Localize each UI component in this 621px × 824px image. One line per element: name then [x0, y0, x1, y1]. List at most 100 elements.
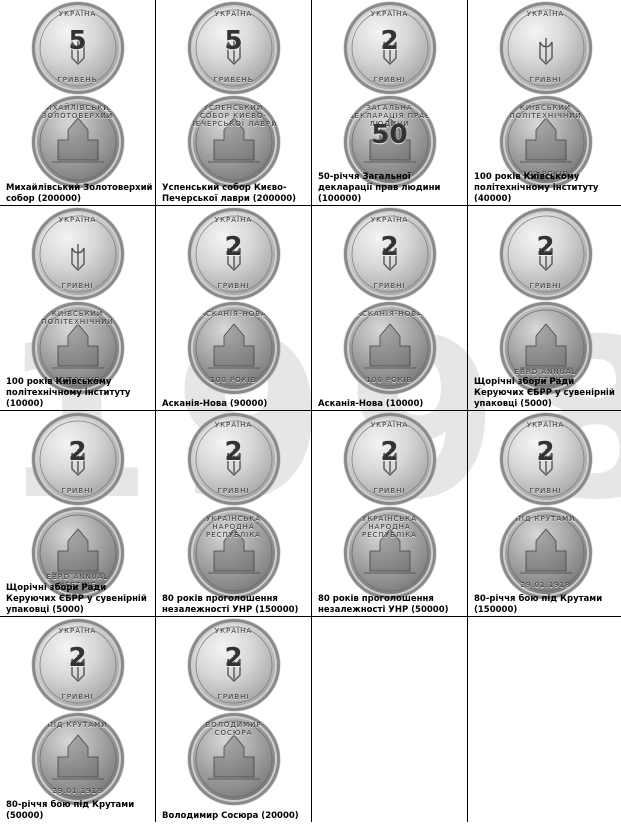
reverse-legend-top: ПІД КРУТАМИ	[500, 515, 592, 523]
grid-row: УКРАЇНА 2 ГРИВНІ ПІД КРУТАМИ 29.01.1918 …	[0, 617, 621, 823]
reverse-wrap: УСПЕНСЬКИЙ СОБОР КИЄВО-ПЕЧЕРСЬКОЇ ЛАВРИ	[156, 96, 311, 188]
coin-caption: Михайлівський Золотоверхий собор (200000…	[6, 183, 153, 205]
obverse-wrap: УКРАЇНА 2 ГРИВНІ	[0, 619, 155, 711]
obverse-legend-bottom: ГРИВНІ	[188, 487, 280, 495]
obverse-denomination: 2	[500, 232, 592, 262]
obverse-wrap: УКРАЇНА 2 ГРИВНІ	[468, 413, 621, 505]
coin-card: УКРАЇНА 5 ГРИВЕНЬ УСПЕНСЬКИЙ СОБОР КИЄВО…	[156, 2, 311, 207]
grid-cell: УКРАЇНА 5 ГРИВЕНЬ УСПЕНСЬКИЙ СОБОР КИЄВО…	[156, 0, 312, 206]
obverse-denomination: 5	[188, 26, 280, 56]
reverse-legend-top: ПІД КРУТАМИ	[32, 721, 124, 729]
coin-card: УКРАЇНА 2 ГРИВНІ УКРАЇНСЬКА НАРОДНА РЕСП…	[156, 413, 311, 618]
coin-caption: 80 років проголошення незалежності УНР (…	[318, 594, 465, 616]
obverse-wrap: УКРАЇНА 2 ГРИВНІ	[312, 413, 467, 505]
coin-caption: 80-річчя бою під Крутами (50000)	[6, 800, 153, 822]
reverse-legend-bottom: 29.01.1918	[32, 787, 124, 795]
coin-reverse-image: УСПЕНСЬКИЙ СОБОР КИЄВО-ПЕЧЕРСЬКОЇ ЛАВРИ	[188, 96, 280, 188]
obverse-legend-top: УКРАЇНА	[344, 10, 436, 18]
coin-caption: 50-річчя Загальної декларації прав людин…	[318, 172, 465, 205]
empty-cell	[468, 617, 621, 822]
grid-cell	[312, 617, 468, 823]
grid-row: УКРАЇНА ГРИВНІ КИЇВСЬКИЙ ПОЛІТЕХНІЧНИЙ 1…	[0, 206, 621, 411]
coin-caption: Асканія-Нова (90000)	[162, 399, 309, 410]
reverse-legend-top: УКРАЇНСЬКА НАРОДНА РЕСПУБЛІКА	[344, 515, 436, 539]
coin-obverse-image: УКРАЇНА ГРИВНІ	[32, 208, 124, 300]
obverse-legend-top: УКРАЇНА	[344, 421, 436, 429]
coin-caption: Щорічні збори Ради Керуючих ЄБРР у сувен…	[6, 583, 153, 616]
obverse-wrap: УКРАЇНА 2 ГРИВНІ	[156, 208, 311, 300]
coin-obverse-image: 2 ГРИВНІ	[32, 413, 124, 505]
obverse-legend-bottom: ГРИВНІ	[188, 282, 280, 290]
coin-reverse-image: АСКАНІЯ-НОВА 100 РОКІВ	[344, 302, 436, 394]
obverse-wrap: УКРАЇНА 5 ГРИВЕНЬ	[156, 2, 311, 94]
coin-caption: Володимир Сосюра (20000)	[162, 811, 309, 822]
coin-card: УКРАЇНА ГРИВНІ КИЇВСЬКИЙ ПОЛІТЕХНІЧНИЙ 1…	[0, 208, 155, 412]
coin-obverse-image: УКРАЇНА 2 ГРИВНІ	[188, 208, 280, 300]
obverse-denomination: 2	[188, 643, 280, 673]
obverse-legend-bottom: ГРИВНІ	[500, 487, 592, 495]
coin-caption: 100 років Київському політехнічному інст…	[474, 172, 621, 205]
grid-cell: УКРАЇНА ГРИВНІ КИЇВСЬКИЙ ПОЛІТЕХНІЧНИЙ 1…	[0, 206, 156, 411]
grid-row: 2 ГРИВНІ EBRD ANNUAL MEETING Щорічні збо…	[0, 411, 621, 617]
obverse-wrap: УКРАЇНА 5 ГРИВЕНЬ	[0, 2, 155, 94]
obverse-wrap: УКРАЇНА ГРИВНІ	[0, 208, 155, 300]
obverse-legend-bottom: ГРИВЕНЬ	[188, 76, 280, 84]
grid-cell: 2 ГРИВНІ EBRD ANNUAL MEETING Щорічні збо…	[0, 411, 156, 617]
grid-row: УКРАЇНА 5 ГРИВЕНЬ МИХАЙЛІВСЬКИЙ ЗОЛОТОВЕ…	[0, 0, 621, 206]
obverse-denomination: 2	[32, 643, 124, 673]
coin-obverse-image: УКРАЇНА 2 ГРИВНІ	[32, 619, 124, 711]
obverse-legend-bottom: ГРИВНІ	[32, 282, 124, 290]
obverse-legend-bottom: ГРИВНІ	[32, 693, 124, 701]
obverse-legend-top: УКРАЇНА	[32, 216, 124, 224]
coin-card: 2 ГРИВНІ EBRD ANNUAL MEETING Щорічні збо…	[468, 208, 621, 412]
grid-cell: УКРАЇНА 2 ГРИВНІ ВОЛОДИМИР СОСЮРА Володи…	[156, 617, 312, 823]
coin-obverse-image: 2 ГРИВНІ	[500, 208, 592, 300]
grid-cell: 2 ГРИВНІ EBRD ANNUAL MEETING Щорічні збо…	[468, 206, 621, 411]
coin-reverse-image: УКРАЇНСЬКА НАРОДНА РЕСПУБЛІКА	[344, 507, 436, 599]
coin-caption: Асканія-Нова (10000)	[318, 399, 465, 410]
grid-cell: УКРАЇНА 5 ГРИВЕНЬ МИХАЙЛІВСЬКИЙ ЗОЛОТОВЕ…	[0, 0, 156, 206]
coin-reverse-image: УКРАЇНСЬКА НАРОДНА РЕСПУБЛІКА	[188, 507, 280, 599]
coin-card: УКРАЇНА 2 ГРИВНІ ЗАГАЛЬНА ДЕКЛАРАЦІЯ ПРА…	[312, 2, 467, 207]
obverse-denomination: 5	[32, 26, 124, 56]
obverse-legend-top: УКРАЇНА	[32, 627, 124, 635]
obverse-wrap: УКРАЇНА 2 ГРИВНІ	[156, 619, 311, 711]
coin-obverse-image: УКРАЇНА 2 ГРИВНІ	[188, 619, 280, 711]
coin-card: УКРАЇНА 2 ГРИВНІ ВОЛОДИМИР СОСЮРА Володи…	[156, 619, 311, 824]
obverse-legend-bottom: ГРИВНІ	[500, 282, 592, 290]
obverse-legend-bottom: ГРИВНІ	[500, 76, 592, 84]
obverse-legend-top: УКРАЇНА	[188, 421, 280, 429]
coin-obverse-image: УКРАЇНА 5 ГРИВЕНЬ	[188, 2, 280, 94]
reverse-legend-top: АСКАНІЯ-НОВА	[188, 310, 280, 318]
coin-reverse-image: МИХАЙЛІВСЬКИЙ ЗОЛОТОВЕРХИЙ	[32, 96, 124, 188]
grid-cell: УКРАЇНА 2 ГРИВНІ ПІД КРУТАМИ 29.01.1918 …	[0, 617, 156, 823]
coin-obverse-image: УКРАЇНА 2 ГРИВНІ	[344, 413, 436, 505]
grid-cell: УКРАЇНА 2 ГРИВНІ ПІД КРУТАМИ 29.01.1918 …	[468, 411, 621, 617]
reverse-wrap: ПІД КРУТАМИ 29.01.1918	[0, 713, 155, 805]
obverse-legend-top: УКРАЇНА	[32, 10, 124, 18]
reverse-legend-bottom: 100 РОКІВ	[344, 376, 436, 384]
obverse-legend-top: УКРАЇНА	[188, 216, 280, 224]
reverse-wrap: АСКАНІЯ-НОВА 100 РОКІВ	[156, 302, 311, 394]
coin-card: УКРАЇНА 2 ГРИВНІ ПІД КРУТАМИ 29.01.1918 …	[0, 619, 155, 824]
coin-card: УКРАЇНА 2 ГРИВНІ АСКАНІЯ-НОВА 100 РОКІВ …	[312, 208, 467, 412]
obverse-wrap: 2 ГРИВНІ	[0, 413, 155, 505]
coin-caption: 80-річчя бою під Крутами (150000)	[474, 594, 621, 616]
obverse-wrap: 2 ГРИВНІ	[468, 208, 621, 300]
obverse-legend-top: УКРАЇНА	[500, 10, 592, 18]
coin-obverse-image: УКРАЇНА 2 ГРИВНІ	[344, 208, 436, 300]
coin-obverse-image: УКРАЇНА 2 ГРИВНІ	[188, 413, 280, 505]
coin-card: УКРАЇНА 2 ГРИВНІ АСКАНІЯ-НОВА 100 РОКІВ …	[156, 208, 311, 412]
grid-cell: УКРАЇНА 2 ГРИВНІ АСКАНІЯ-НОВА 100 РОКІВ …	[312, 206, 468, 411]
obverse-denomination: 2	[32, 437, 124, 467]
obverse-denomination: 2	[344, 232, 436, 262]
obverse-wrap: УКРАЇНА 2 ГРИВНІ	[156, 413, 311, 505]
coin-caption: Щорічні збори Ради Керуючих ЄБРР у сувен…	[474, 377, 621, 410]
grid-cell: УКРАЇНА 2 ГРИВНІ УКРАЇНСЬКА НАРОДНА РЕСП…	[312, 411, 468, 617]
obverse-legend-bottom: ГРИВНІ	[188, 693, 280, 701]
reverse-wrap: УКРАЇНСЬКА НАРОДНА РЕСПУБЛІКА	[156, 507, 311, 599]
empty-cell	[312, 617, 467, 822]
obverse-wrap: УКРАЇНА 2 ГРИВНІ	[312, 208, 467, 300]
reverse-legend-top: КИЇВСЬКИЙ ПОЛІТЕХНІЧНИЙ	[32, 310, 124, 326]
obverse-denomination: 2	[344, 437, 436, 467]
